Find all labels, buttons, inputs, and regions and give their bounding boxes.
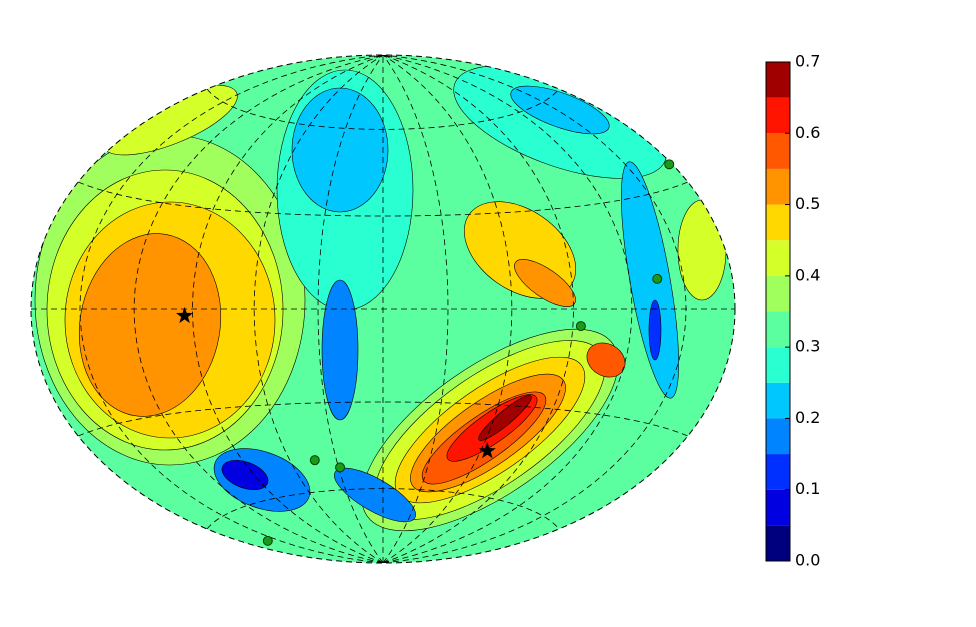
point-marker [664, 159, 675, 170]
colorbar-band [766, 97, 790, 134]
colorbar-tick-label: 0.6 [795, 123, 820, 142]
contour-region [648, 299, 662, 361]
colorbar-band [766, 133, 790, 169]
contour-region [586, 342, 626, 378]
colorbar-tick-label: 0.1 [795, 479, 820, 498]
point-marker [575, 321, 586, 332]
colorbar-frame [765, 61, 791, 562]
colorbar-tick-label: 0.2 [795, 408, 820, 427]
colorbar-band [766, 382, 790, 419]
contour-region [321, 279, 359, 421]
colorbar-band [766, 418, 790, 455]
meridian [382, 55, 513, 563]
overlay [176, 159, 675, 546]
colorbar: 0.0 0.1 0.2 0.3 0.4 0.5 0.6 0.7 [765, 52, 820, 570]
colorbar-band [766, 168, 790, 205]
colorbar-band [766, 454, 790, 490]
map-border [30, 54, 736, 564]
colorbar-band [766, 525, 790, 561]
colorbar-tick-label: 0.7 [795, 52, 820, 71]
point-marker [262, 535, 273, 546]
point-marker [335, 462, 346, 473]
colorbar-band [766, 347, 790, 383]
map [31, 55, 735, 563]
colorbar-band [766, 275, 790, 312]
colorbar-band [766, 204, 790, 241]
colorbar-tick-label: 0.3 [795, 337, 820, 356]
contour-region [291, 87, 389, 213]
contour-region [514, 259, 576, 307]
point-marker [309, 455, 320, 466]
meridian [192, 55, 384, 563]
meridian [317, 55, 384, 563]
star-marker [176, 306, 194, 324]
parallel [206, 88, 560, 130]
parallel [206, 488, 560, 530]
colorbar-tick-label: 0.5 [795, 194, 820, 213]
colorbar-band [766, 62, 790, 98]
colorbar-band [766, 240, 790, 276]
point-marker [652, 273, 663, 284]
star-marker [478, 442, 496, 459]
colorbar-band [766, 311, 790, 348]
colorbar-band [766, 489, 790, 526]
contour-region [478, 395, 532, 441]
contour-region [78, 233, 222, 417]
colorbar-tick-label: 0.4 [795, 265, 820, 284]
meridian [79, 55, 384, 563]
colorbar-tick-label: 0.0 [795, 551, 820, 570]
contour-region [677, 199, 727, 301]
contour-region [221, 459, 269, 491]
